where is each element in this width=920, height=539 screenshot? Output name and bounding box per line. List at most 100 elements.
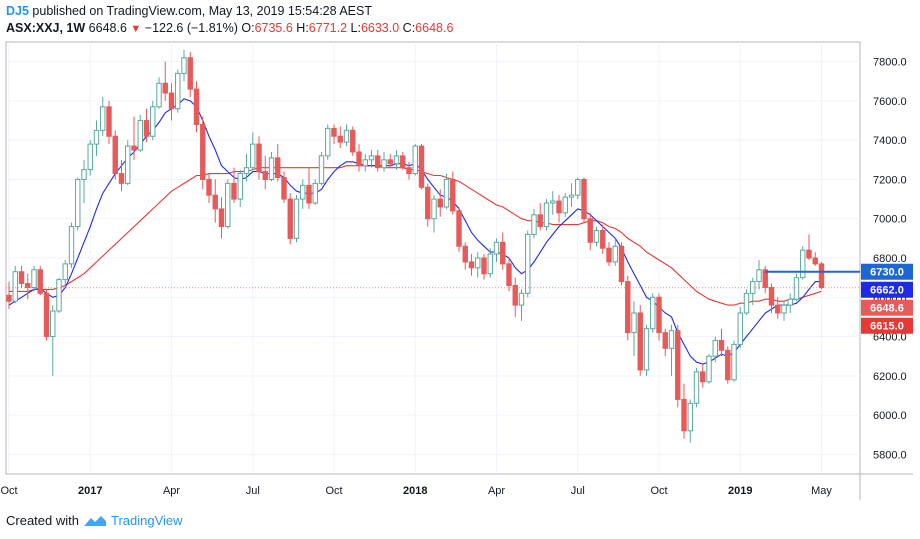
candle-body	[718, 339, 725, 351]
candle	[362, 153, 368, 172]
candle-body	[168, 92, 175, 110]
candle	[518, 289, 525, 321]
candle-body	[12, 271, 18, 302]
candle	[193, 81, 200, 133]
close-label: C:	[402, 21, 416, 35]
candle	[812, 252, 818, 266]
price-tick-label: 7400.0	[873, 135, 907, 147]
low-label: L:	[350, 21, 361, 35]
candle-body	[337, 135, 343, 143]
price-axis[interactable]: 5800.06000.06200.06400.06600.06800.07000…	[861, 57, 913, 462]
candle-body	[150, 106, 156, 137]
candle-body	[368, 155, 375, 161]
candle-body	[237, 173, 243, 200]
price-tick-label: 6200.0	[873, 371, 907, 383]
candle-body	[468, 261, 475, 269]
candle	[375, 150, 381, 172]
price-label-bg	[861, 281, 913, 298]
candle-body	[250, 143, 256, 169]
candle-body	[725, 349, 731, 381]
time-axis[interactable]: Oct 2017 Apr Jul Oct 2018 Apr Jul Oct 2019 May	[0, 485, 832, 497]
candle	[418, 144, 425, 190]
candle-body	[712, 339, 718, 357]
candle-body	[81, 169, 87, 180]
candle-body	[187, 57, 193, 90]
candle	[525, 230, 531, 298]
candle-body	[581, 178, 587, 220]
candle-body	[137, 120, 143, 151]
candle	[68, 222, 75, 268]
candle	[18, 265, 25, 288]
candle	[562, 193, 568, 217]
candle	[706, 354, 712, 384]
candle	[268, 151, 275, 182]
open-value: 6735.6	[254, 21, 293, 35]
candle-body	[206, 178, 212, 196]
candle	[262, 155, 268, 190]
candle-body	[768, 286, 775, 306]
tradingview-brand[interactable]: TradingView	[110, 513, 183, 528]
author-name[interactable]: DJ5	[6, 4, 29, 18]
candle-body	[431, 198, 437, 220]
candle	[106, 100, 112, 145]
candle-body	[437, 198, 443, 208]
candle	[325, 124, 331, 160]
candle-body	[100, 106, 106, 131]
candle-body	[518, 292, 525, 306]
candle-body	[500, 241, 506, 265]
candle-body	[450, 178, 456, 212]
candle	[175, 69, 181, 113]
candle-body	[18, 271, 25, 285]
candle-body	[512, 284, 518, 306]
candle-body	[143, 120, 150, 137]
candle-body	[550, 200, 556, 204]
candle	[137, 114, 143, 152]
candle-body	[418, 145, 425, 188]
candle	[718, 328, 725, 357]
candle	[118, 159, 125, 192]
candle	[818, 261, 825, 290]
time-tick-label: Jul	[571, 485, 585, 497]
time-tick-label: Jul	[246, 485, 260, 497]
candle	[612, 238, 618, 266]
candle-body	[87, 143, 93, 171]
candle-body	[200, 123, 206, 180]
price-tick-label: 6800.0	[873, 253, 907, 265]
price-label: 6662.0	[861, 281, 913, 298]
candle	[212, 179, 218, 223]
candle-body	[93, 129, 100, 145]
open-label: O:	[241, 21, 255, 35]
low-value: 6633.0	[360, 21, 400, 35]
candle-body	[662, 332, 668, 349]
candle-body	[443, 178, 450, 208]
candle	[656, 293, 662, 341]
candle	[550, 191, 556, 215]
candle-body	[262, 171, 268, 180]
price-label-text: 6648.6	[870, 303, 904, 315]
price-tick-label: 7000.0	[873, 214, 907, 226]
price-change: −122.6 (−1.81%)	[144, 21, 238, 35]
candle-body	[506, 263, 512, 286]
candle-body	[156, 82, 162, 108]
candle-body	[50, 310, 56, 338]
candle	[81, 159, 87, 204]
candle	[531, 208, 537, 239]
candle	[306, 167, 312, 209]
candle-body	[531, 214, 537, 235]
candle-body	[331, 127, 337, 137]
candle	[431, 195, 437, 233]
candle	[350, 126, 356, 156]
candle-body	[312, 182, 318, 204]
time-tick-label: Apr	[488, 485, 505, 497]
candle-body	[756, 269, 762, 283]
candle	[381, 151, 387, 172]
price-label-bg	[861, 263, 913, 280]
high-label: H:	[296, 21, 309, 35]
candle	[762, 265, 768, 294]
candle	[700, 364, 706, 388]
candle-body	[362, 159, 368, 167]
candle-body	[775, 304, 781, 314]
candle	[493, 238, 500, 262]
last-price: 6648.6	[88, 21, 127, 35]
